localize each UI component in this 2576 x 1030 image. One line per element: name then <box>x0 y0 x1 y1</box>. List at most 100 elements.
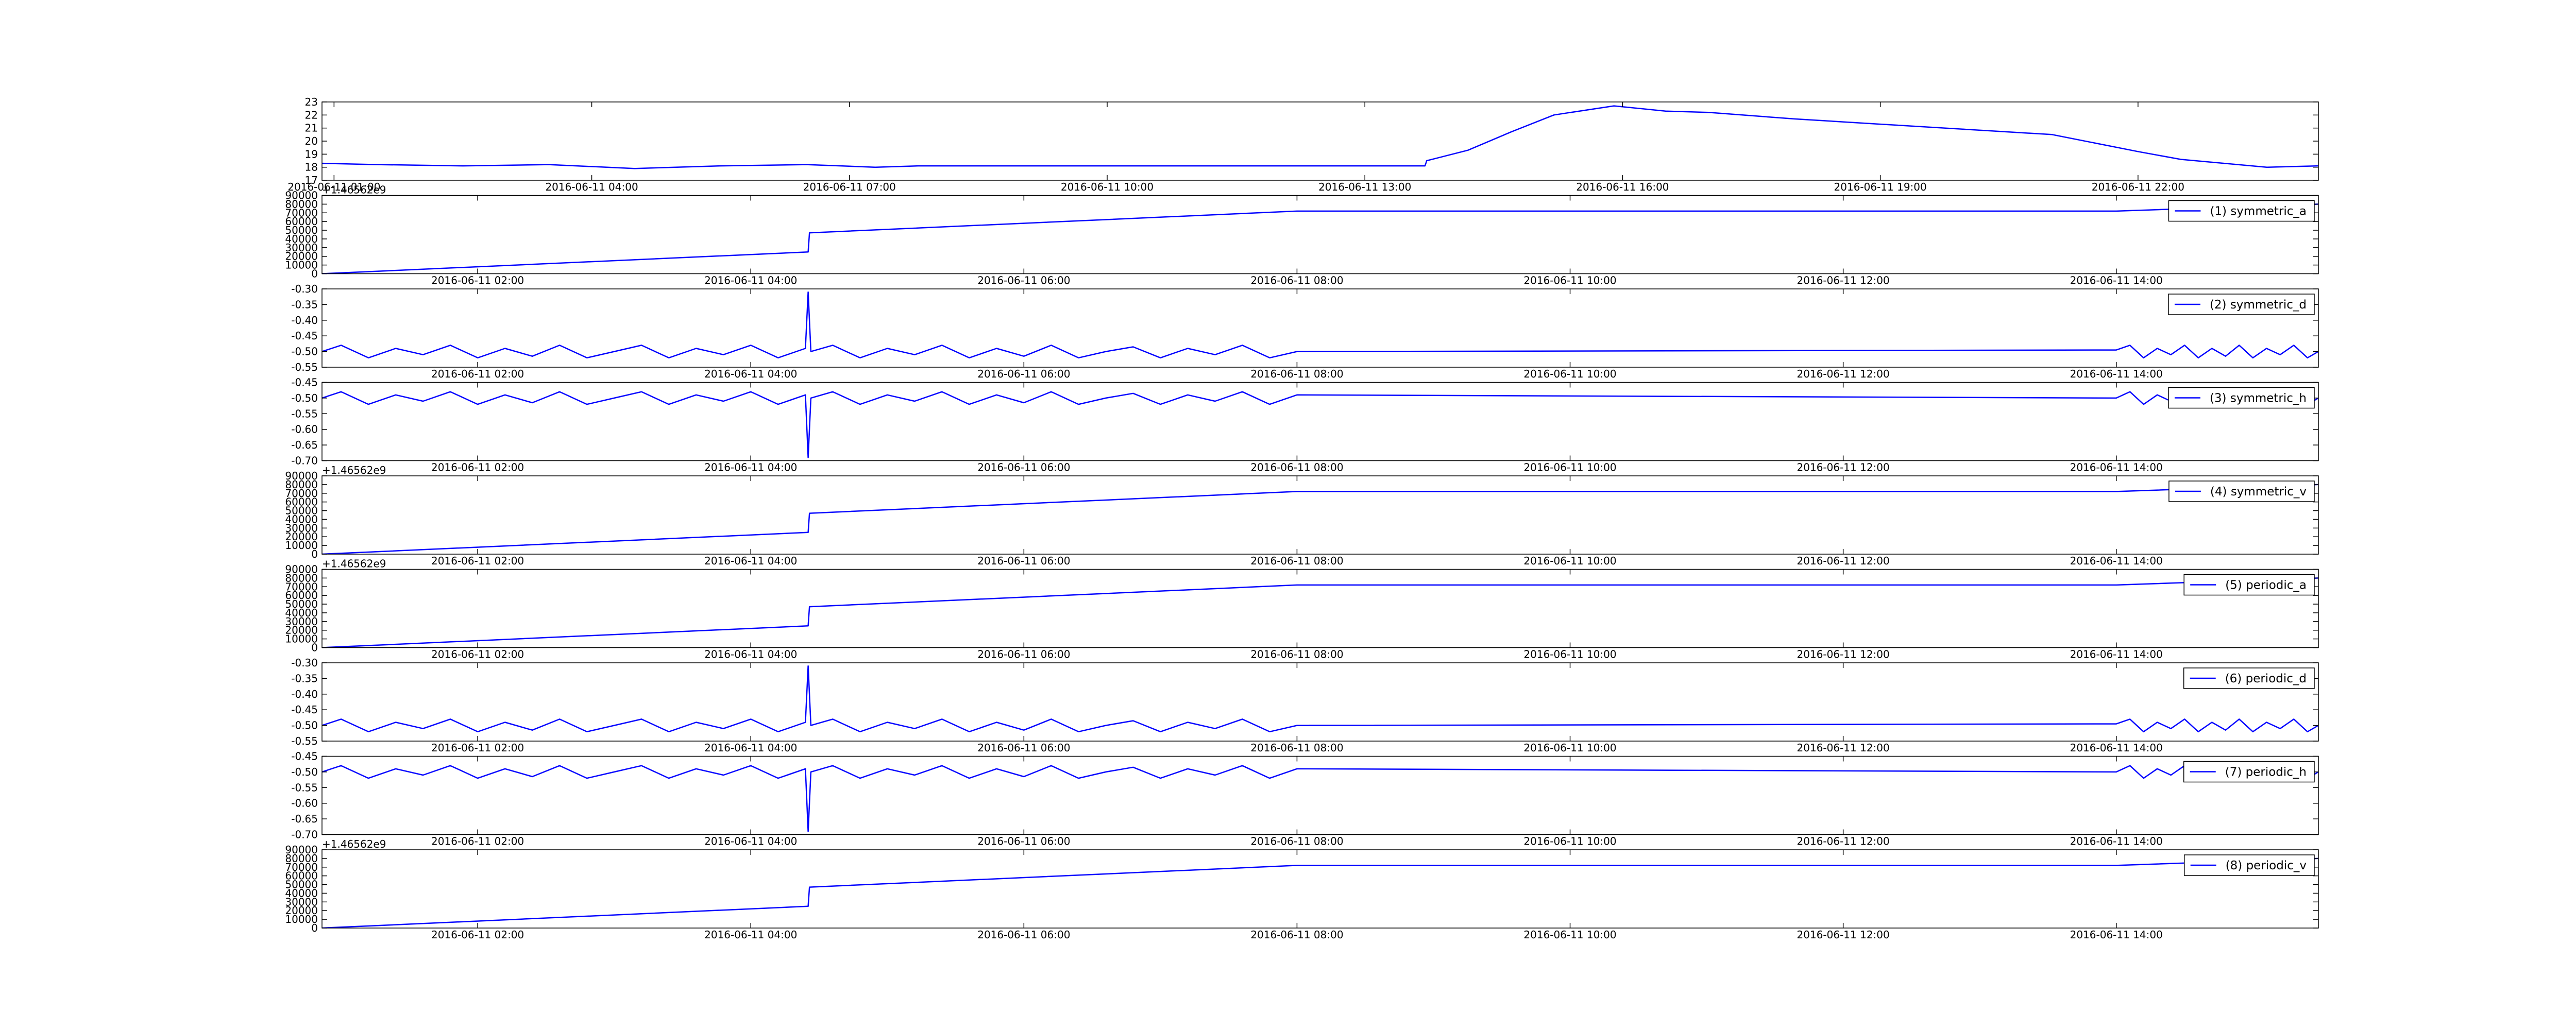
y-tick-label: -0.50 <box>291 766 318 778</box>
data-line <box>322 484 2318 554</box>
x-tick-label: 2016-06-11 12:00 <box>1797 555 1890 567</box>
x-tick-label: 2016-06-11 10:00 <box>1523 648 1616 661</box>
legend-label: (2) symmetric_d <box>2210 298 2307 312</box>
y-tick-label: 80000 <box>285 572 318 584</box>
panel: 0100002000030000400005000060000700008000… <box>285 184 2319 287</box>
y-tick-label: 90000 <box>285 470 318 482</box>
y-tick-label: 60000 <box>285 870 318 882</box>
y-tick-label: 20000 <box>285 530 318 543</box>
y-tick-label: 50000 <box>285 224 318 236</box>
legend: (5) periodic_a <box>2183 574 2315 596</box>
x-tick-label: 2016-06-11 04:00 <box>545 181 638 193</box>
x-tick-label: 2016-06-11 04:00 <box>704 555 797 567</box>
x-tick-label: 2016-06-11 10:00 <box>1523 929 1616 941</box>
x-tick-label: 2016-06-11 14:00 <box>2070 835 2163 848</box>
y-tick-label: 17 <box>305 174 318 186</box>
x-tick-label: 2016-06-11 12:00 <box>1797 835 1890 848</box>
panel: 0100002000030000400005000060000700008000… <box>285 464 2319 567</box>
x-tick-label: 2016-06-11 06:00 <box>977 368 1070 380</box>
panel: 0100002000030000400005000060000700008000… <box>285 838 2319 941</box>
x-tick-label: 2016-06-11 08:00 <box>1250 929 1343 941</box>
y-tick-label: 0 <box>311 922 318 934</box>
x-tick-label: 2016-06-11 10:00 <box>1523 742 1616 754</box>
y-tick-label: 23 <box>305 96 318 108</box>
panel: -0.70 -0.65 -0.60 -0.55 -0.50 -0.45 2016-06-11… <box>291 376 2319 474</box>
y-tick-label: -0.60 <box>291 423 318 436</box>
legend: (7) periodic_h <box>2183 761 2315 783</box>
legend-box <box>2183 574 2315 596</box>
data-line <box>322 291 2318 359</box>
x-tick-label: 2016-06-11 10:00 <box>1523 274 1616 287</box>
x-tick-label: 2016-06-11 16:00 <box>1576 181 1669 193</box>
axes-frame <box>321 288 2319 368</box>
x-tick-label: 2016-06-11 08:00 <box>1250 742 1343 754</box>
y-tick-label: 30000 <box>285 896 318 908</box>
offset-text: +1.46562e9 <box>322 558 386 570</box>
x-tick-label: 2016-06-11 14:00 <box>2070 648 2163 661</box>
plot-lines <box>322 105 2318 169</box>
legend-label: (5) periodic_a <box>2225 579 2307 592</box>
y-tick-label: 90000 <box>285 844 318 856</box>
y-tick-label: -0.35 <box>291 672 318 684</box>
x-tick-label: 2016-06-11 06:00 <box>977 929 1070 941</box>
x-tick-label: 2016-06-11 06:00 <box>977 742 1070 754</box>
legend: (6) periodic_d <box>2183 667 2315 689</box>
y-tick-label: -0.55 <box>291 735 318 747</box>
x-tick-label: 2016-06-11 02:00 <box>431 742 524 754</box>
x-tick-label: 2016-06-11 08:00 <box>1250 274 1343 287</box>
x-tick-label: 2016-06-11 04:00 <box>704 929 797 941</box>
x-tick-label: 2016-06-11 04:00 <box>704 742 797 754</box>
y-tick-label: -0.45 <box>291 330 318 342</box>
panel: -0.55 -0.50 -0.45 -0.40 -0.35 -0.30 2016-06-11… <box>291 283 2319 380</box>
x-tick-label: 2016-06-11 10:00 <box>1523 461 1616 474</box>
y-tick-label: 80000 <box>285 198 318 210</box>
y-tick-label: 10000 <box>285 539 318 552</box>
y-tick-label: 21 <box>305 122 318 134</box>
axes-frame <box>321 662 2319 742</box>
y-tick-label: 0 <box>311 548 318 560</box>
x-tick-label: 2016-06-11 02:00 <box>431 648 524 661</box>
y-tick-label: 70000 <box>285 861 318 873</box>
y-tick-label: -0.50 <box>291 346 318 358</box>
y-tick-label: -0.30 <box>291 657 318 669</box>
y-tick-label: 10000 <box>285 913 318 925</box>
y-tick-label: -0.50 <box>291 392 318 404</box>
x-tick-label: 2016-06-11 12:00 <box>1797 929 1890 941</box>
y-tick-label: 22 <box>305 109 318 121</box>
y-tick-label: 90000 <box>285 563 318 576</box>
plot-area <box>322 756 2318 835</box>
plot-area <box>322 476 2318 554</box>
x-tick-label: 2016-06-11 22:00 <box>2092 181 2184 193</box>
y-tick-label: 40000 <box>285 233 318 245</box>
plot-area <box>322 382 2318 461</box>
plot-area <box>322 663 2318 741</box>
x-tick-label: 2016-06-11 12:00 <box>1797 648 1890 661</box>
data-line <box>322 203 2318 274</box>
y-tick-label: 90000 <box>285 190 318 202</box>
x-tick-label: 2016-06-11 19:00 <box>1834 181 1927 193</box>
y-tick-label: 0 <box>311 268 318 280</box>
x-tick-label: 2016-06-11 02:00 <box>431 929 524 941</box>
y-tick-label: 50000 <box>285 598 318 610</box>
axes-frame <box>321 756 2319 835</box>
y-tick-label: -0.45 <box>291 703 318 716</box>
plot-lines <box>322 291 2318 359</box>
y-tick-label: 10000 <box>285 633 318 645</box>
x-tick-label: 2016-06-11 14:00 <box>2070 555 2163 567</box>
x-tick-label: 2016-06-11 08:00 <box>1250 555 1343 567</box>
data-line <box>322 577 2318 648</box>
x-tick-label: 2016-06-11 04:00 <box>704 368 797 380</box>
x-tick-label: 2016-06-11 14:00 <box>2070 929 2163 941</box>
x-tick-label: 2016-06-11 14:00 <box>2070 368 2163 380</box>
y-tick-label: 50000 <box>285 505 318 517</box>
x-tick-label: 2016-06-11 04:00 <box>704 461 797 474</box>
y-tick-label: -0.55 <box>291 361 318 373</box>
plot-area <box>322 569 2318 648</box>
y-tick-label: -0.55 <box>291 781 318 794</box>
x-tick-label: 2016-06-11 04:00 <box>704 274 797 287</box>
y-tick-label: -0.55 <box>291 407 318 420</box>
y-tick-label: 50000 <box>285 879 318 891</box>
plot-area <box>322 195 2318 274</box>
